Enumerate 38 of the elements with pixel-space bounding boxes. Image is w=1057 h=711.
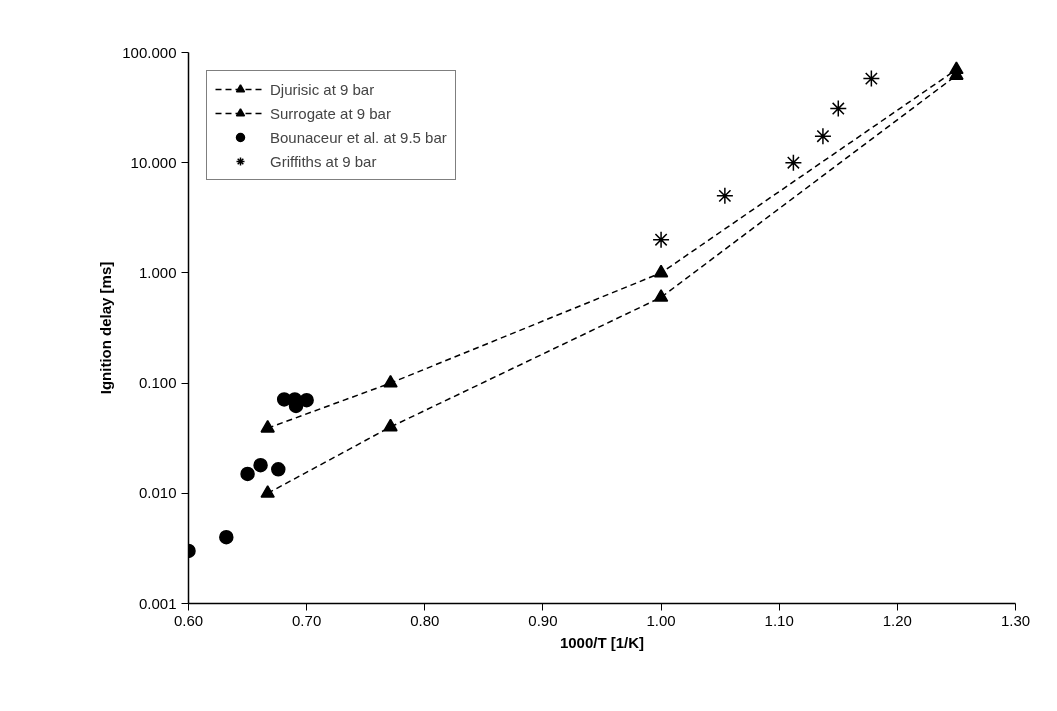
x-tick-label: 1.10: [764, 611, 794, 629]
y-tick-label: 100.000: [122, 43, 177, 61]
point: [271, 462, 286, 477]
y-tick-label: 0.010: [138, 484, 177, 502]
y-tick-label: 0.100: [138, 374, 177, 392]
point: [784, 153, 803, 172]
point: [260, 485, 275, 498]
point: [253, 457, 268, 473]
legend-label: Surrogate at 9 bar: [270, 104, 391, 122]
x-tick-label: 0.90: [528, 611, 558, 629]
point: [299, 392, 314, 408]
point: [240, 466, 255, 482]
x-tick-label: 1.30: [1000, 611, 1031, 629]
point: [383, 374, 398, 388]
y-tick-label: 1.000: [138, 263, 177, 281]
y-axis-title: Ignition delay [ms]: [97, 261, 115, 395]
point: [260, 419, 275, 433]
point: [653, 289, 669, 302]
legend-label: Djurisic at 9 bar: [270, 80, 375, 98]
point: [652, 230, 670, 249]
point: [219, 529, 234, 545]
point: [653, 264, 669, 278]
legend-label: Bounaceur et al. at 9.5 bar: [270, 128, 447, 146]
x-tick-label: 0.60: [173, 611, 204, 629]
x-axis-title: 1000/T [1/K]: [559, 633, 645, 651]
point: [829, 99, 848, 118]
y-tick-label: 0.001: [138, 594, 177, 612]
point: [716, 187, 734, 205]
point: [383, 418, 398, 432]
legend-label: Griffiths at 9 bar: [270, 152, 377, 170]
x-tick-label: 0.80: [410, 611, 440, 629]
point: [949, 61, 964, 75]
point: [862, 69, 881, 88]
x-tick-label: 1.00: [646, 611, 676, 629]
x-tick-label: 1.20: [882, 611, 912, 629]
point: [814, 127, 832, 145]
y-tick-label: 10.000: [130, 153, 177, 171]
x-tick-label: 0.70: [292, 611, 322, 629]
